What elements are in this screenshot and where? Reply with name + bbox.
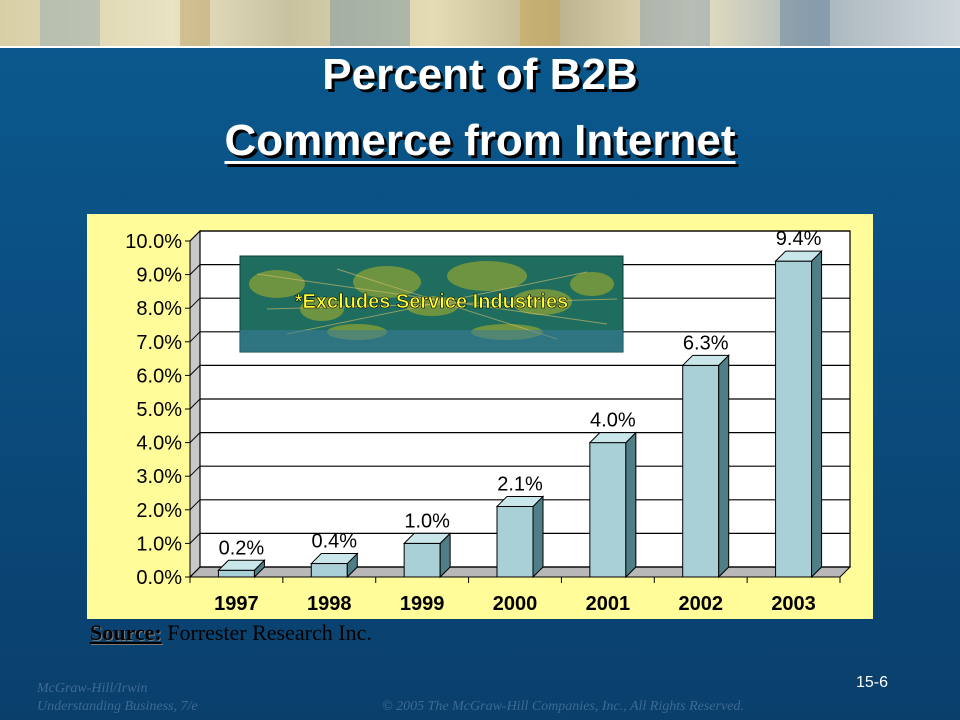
gridline-depth — [189, 499, 201, 511]
y-tick-label: 6.0% — [136, 365, 182, 387]
map-continent — [512, 289, 572, 315]
bar-top — [681, 354, 730, 366]
source-citation: Source: Forrester Research Inc. — [90, 620, 372, 646]
data-label: 0.4% — [311, 531, 357, 553]
gridline-depth — [189, 297, 201, 309]
map-continent — [447, 261, 527, 291]
footer-copyright: © 2005 The McGraw-Hill Companies, Inc., … — [382, 699, 744, 714]
y-tick-label: 0.0% — [136, 567, 182, 589]
map-continent — [570, 272, 614, 296]
gridline-depth — [189, 365, 201, 376]
chart-container: 0.0% 1.0% 2.0% 3.0% 4.0% 5.0% 6.0% 7.0% 8.0% 9.0%… — [87, 214, 873, 619]
y-tick-label: 5.0% — [136, 399, 182, 421]
data-label: 1.0% — [404, 510, 450, 532]
gridline-depth — [189, 331, 201, 343]
y-tick-label: 8.0% — [136, 298, 182, 320]
bar — [217, 569, 255, 578]
bar — [589, 442, 627, 578]
source-value: Forrester Research Inc. — [167, 620, 372, 645]
footer-book: Understanding Business, 7/e — [37, 699, 198, 714]
map-continent — [300, 297, 344, 321]
slide-number: 15-6 — [856, 674, 889, 691]
y-tick-label: 7.0% — [136, 332, 182, 354]
bar-top — [217, 559, 266, 571]
gridline-depth — [189, 566, 201, 578]
bar-top — [774, 250, 823, 262]
y-tick-label: 4.0% — [136, 433, 182, 455]
gridline-depth — [189, 533, 201, 544]
annotation-text: *Excludes Service Industries — [295, 291, 568, 313]
x-tick-label: 2000 — [493, 593, 538, 615]
x-tick-label: 1998 — [307, 593, 352, 615]
bar — [775, 260, 813, 578]
slide-title-line-1: Percent of B2B — [322, 50, 638, 99]
map-continent — [249, 270, 305, 298]
header-banner-image — [0, 0, 960, 48]
y-tick-label: 3.0% — [136, 466, 182, 488]
bar-top — [588, 432, 638, 444]
gridline-depth — [189, 264, 201, 275]
bar-top — [402, 532, 452, 544]
map-connection-line — [286, 271, 588, 335]
y-tick-label: 1.0% — [136, 533, 182, 555]
x-tick-label: 2001 — [586, 593, 631, 615]
data-label: 0.2% — [219, 537, 265, 559]
bar-top — [495, 495, 545, 507]
bar-top — [310, 553, 359, 565]
slide-title-line-2: Commerce from Internet — [224, 116, 736, 165]
data-label: 6.3% — [683, 332, 729, 354]
gridline-depth — [189, 432, 201, 443]
map-watermark-strip — [240, 330, 623, 352]
gridline-depth — [189, 465, 201, 477]
y-tick-label: 10.0% — [125, 231, 182, 253]
bar-side — [625, 431, 637, 579]
y-tick-label: 2.0% — [136, 500, 182, 522]
bar-side — [532, 495, 544, 579]
y-tick-label: 9.0% — [136, 265, 182, 287]
footer-publisher-block: McGraw-Hill/Irwin Understanding Business… — [37, 680, 198, 716]
bar-side — [811, 249, 823, 579]
bar — [403, 542, 441, 578]
data-label: 9.4% — [776, 228, 822, 250]
x-tick-label: 2002 — [678, 593, 723, 615]
gridline-depth — [189, 398, 201, 410]
bar-chart: 0.0% 1.0% 2.0% 3.0% 4.0% 5.0% 6.0% 7.0% 8.0% 9.0%… — [125, 228, 852, 615]
x-tick-label: 1997 — [214, 593, 259, 615]
bar — [310, 563, 348, 578]
x-tick-label: 1999 — [400, 593, 445, 615]
bar-side — [718, 354, 730, 579]
bar — [682, 364, 720, 578]
bar — [496, 505, 534, 578]
data-label: 2.1% — [497, 473, 543, 495]
source-label: Source: — [90, 620, 162, 645]
gridline-depth — [189, 230, 201, 242]
data-label: 4.0% — [590, 410, 636, 432]
footer-publisher: McGraw-Hill/Irwin — [37, 681, 148, 696]
map-connection-line — [266, 298, 618, 310]
x-tick-label: 2003 — [771, 593, 816, 615]
